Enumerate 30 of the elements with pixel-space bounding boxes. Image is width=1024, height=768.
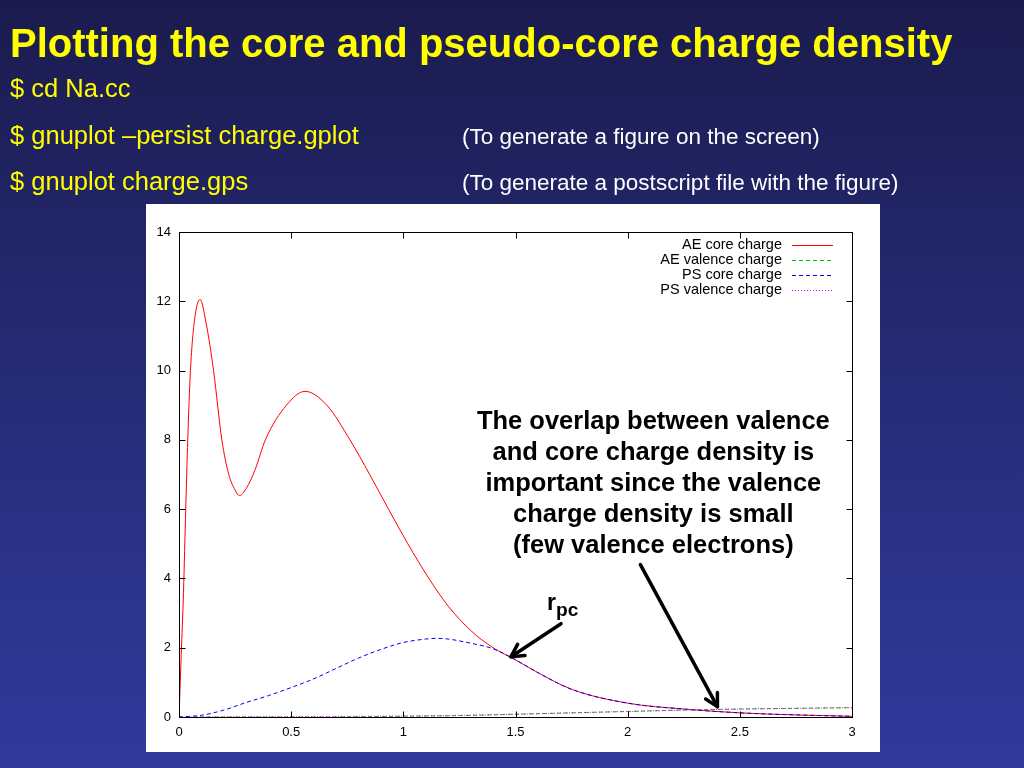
legend-label: AE valence charge [660,251,782,267]
x-tick-label: 2 [624,724,632,740]
y-tick-label: 8 [163,431,171,447]
text: (To generate a figure on the screen) [462,123,820,150]
line-series [179,637,852,717]
y-tick-label: 6 [163,500,171,516]
line-series [179,707,852,717]
annotation: r$_{pc}$ [547,588,579,622]
y-tick-label: 10 [156,362,171,378]
y-tick-label: 14 [156,223,171,239]
x-tick-label: 0 [175,724,183,740]
text: $ gnuplot charge.gps [10,166,249,197]
y-tick-label: 4 [163,570,171,586]
legend-label: PS core charge [682,266,782,282]
chart-title: Plotting the core and pseudo-core charge density [10,20,953,67]
y-tick-label: 12 [156,292,171,308]
annotation: The overlap between valence and core charge density is important since the valence charge density is small (few valence electrons) [476,404,830,560]
x-tick-label: 1 [399,724,407,740]
x-tick-label: 2.5 [730,724,749,740]
text: $ gnuplot –persist charge.gplot [10,120,359,151]
y-tick-label: 0 [163,708,171,724]
text: $ cd Na.cc [10,73,131,104]
legend-label: PS valence charge [660,281,782,297]
legend-label: AE core charge [682,236,782,252]
x-tick-label: 3 [848,724,856,740]
x-tick-label: 1.5 [506,724,525,740]
text: (To generate a postscript file with the figure) [462,169,899,196]
x-tick-label: 0.5 [282,724,301,740]
line-series [179,299,852,717]
y-tick-label: 2 [163,639,171,655]
